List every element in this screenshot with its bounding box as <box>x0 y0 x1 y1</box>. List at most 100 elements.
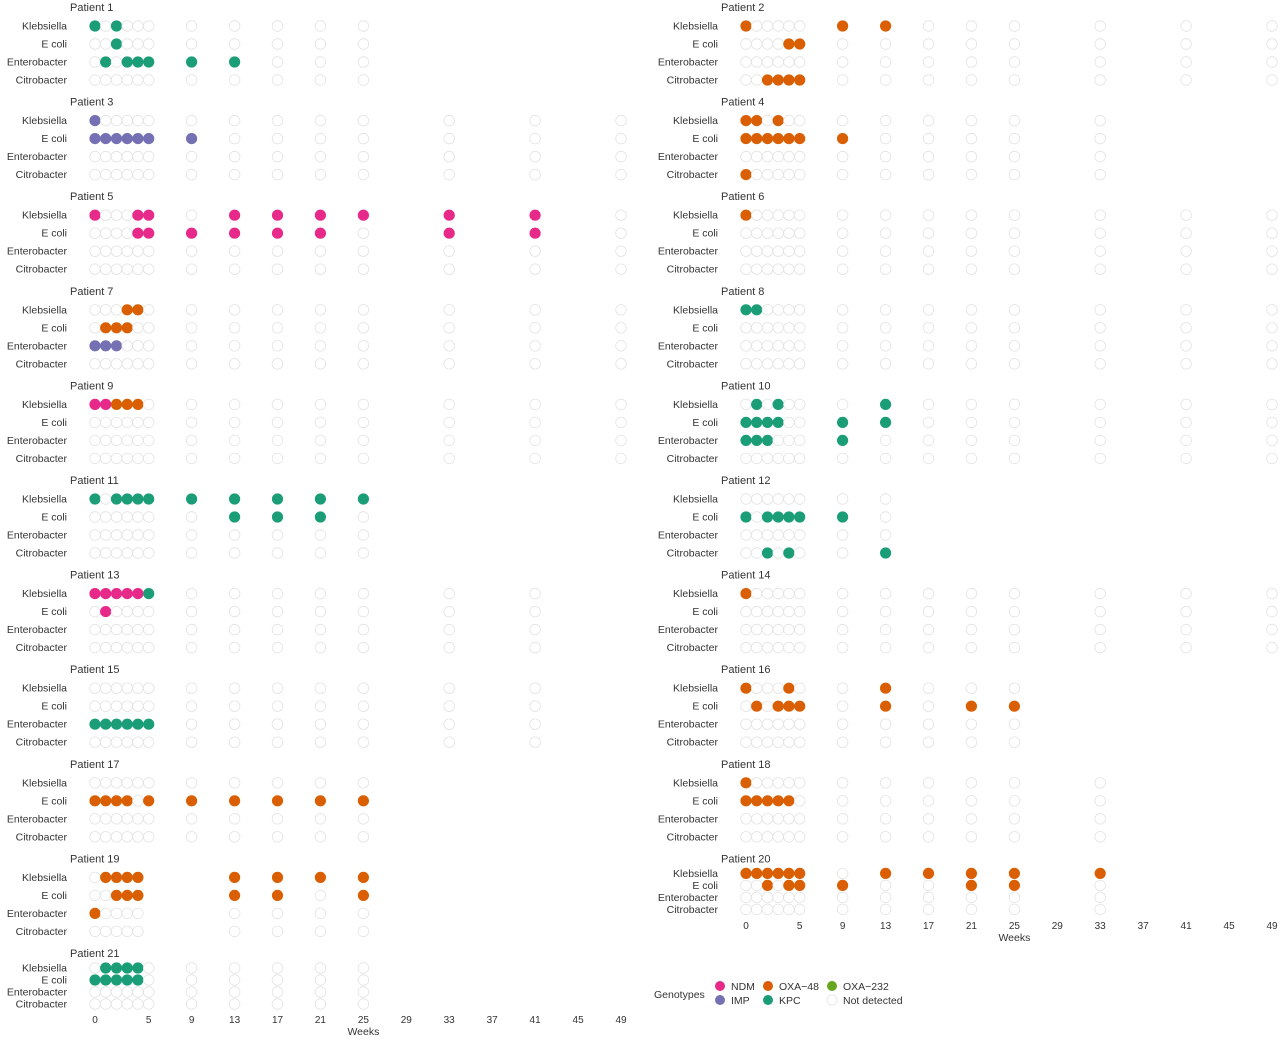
not-detected-dot <box>879 150 892 163</box>
detected-dot <box>965 700 978 712</box>
detected-dot <box>89 340 101 352</box>
not-detected-dot <box>615 398 627 411</box>
not-detected-dot <box>314 700 327 712</box>
not-detected-dot <box>772 623 784 636</box>
not-detected-dot <box>314 831 327 843</box>
not-detected-dot <box>879 587 892 600</box>
x-tick-label: 21 <box>315 1015 327 1026</box>
not-detected-dot <box>965 74 978 86</box>
not-detected-dot <box>794 227 806 239</box>
not-detected-dot <box>836 150 849 163</box>
not-detected-dot <box>357 813 370 825</box>
not-detected-dot <box>836 605 849 618</box>
organism-label: Citrobacter <box>16 831 68 843</box>
not-detected-dot <box>740 38 752 50</box>
not-detected-dot <box>89 986 101 998</box>
not-detected-dot <box>836 867 849 880</box>
not-detected-dot <box>922 322 935 334</box>
not-detected-dot <box>879 322 892 334</box>
not-detected-dot <box>751 263 763 275</box>
not-detected-dot <box>228 813 241 825</box>
legend-swatch <box>763 995 773 1005</box>
not-detected-dot <box>740 605 752 618</box>
detected-dot <box>110 889 123 902</box>
x-tick-label: 9 <box>840 921 846 932</box>
detected-dot <box>89 398 101 411</box>
not-detected-dot <box>922 700 935 712</box>
not-detected-dot <box>836 813 849 825</box>
not-detected-dot <box>1094 795 1106 807</box>
not-detected-dot <box>110 813 123 825</box>
organism-label: Citrobacter <box>667 75 719 87</box>
not-detected-dot <box>879 903 892 916</box>
detected-dot <box>740 133 752 145</box>
detected-dot <box>121 56 133 68</box>
not-detected-dot <box>443 452 455 465</box>
not-detected-dot <box>879 831 892 843</box>
detected-dot <box>110 38 123 50</box>
not-detected-dot <box>1094 358 1106 370</box>
not-detected-dot <box>836 358 849 370</box>
not-detected-dot <box>761 398 774 411</box>
not-detected-dot <box>529 718 541 730</box>
detected-dot <box>271 209 284 221</box>
not-detected-dot <box>271 641 284 654</box>
not-detected-dot <box>836 452 849 465</box>
not-detected-dot <box>110 416 123 429</box>
not-detected-dot <box>121 831 133 843</box>
not-detected-dot <box>1008 416 1021 429</box>
not-detected-dot <box>761 20 774 32</box>
detected-dot <box>794 867 806 880</box>
not-detected-dot <box>922 132 935 145</box>
organism-label: Klebsiella <box>22 304 67 316</box>
detected-dot <box>761 547 774 559</box>
not-detected-dot <box>751 511 763 523</box>
not-detected-dot <box>751 38 763 50</box>
not-detected-dot <box>121 74 133 86</box>
not-detected-dot <box>357 986 370 998</box>
not-detected-dot <box>314 322 327 334</box>
not-detected-dot <box>271 605 284 618</box>
not-detected-dot <box>836 777 849 789</box>
x-tick-label: 29 <box>1052 921 1064 932</box>
not-detected-dot <box>1180 587 1192 600</box>
detected-dot <box>761 879 774 892</box>
not-detected-dot <box>228 547 241 559</box>
organism-label: E coli <box>41 322 67 334</box>
not-detected-dot <box>922 903 935 916</box>
detected-dot <box>132 718 144 730</box>
x-tick-label: 17 <box>923 921 935 932</box>
organism-label: Enterobacter <box>7 340 68 352</box>
not-detected-dot <box>1008 813 1021 825</box>
not-detected-dot <box>615 168 627 181</box>
not-detected-dot <box>965 605 978 618</box>
organism-label: Enterobacter <box>7 435 68 447</box>
not-detected-dot <box>1008 132 1021 145</box>
not-detected-dot <box>529 623 541 636</box>
not-detected-dot <box>314 547 327 559</box>
not-detected-dot <box>99 831 112 843</box>
not-detected-dot <box>185 340 198 352</box>
not-detected-dot <box>314 925 327 938</box>
detected-dot <box>879 398 892 411</box>
organism-label: Citrobacter <box>16 548 68 560</box>
not-detected-dot <box>89 925 101 938</box>
not-detected-dot <box>357 398 370 411</box>
not-detected-dot <box>922 227 935 239</box>
x-tick-label: 25 <box>1009 921 1021 932</box>
not-detected-dot <box>357 925 370 938</box>
not-detected-dot <box>132 168 144 181</box>
not-detected-dot <box>740 263 752 275</box>
detected-dot <box>229 56 241 68</box>
not-detected-dot <box>132 795 144 807</box>
detected-dot <box>110 871 123 884</box>
not-detected-dot <box>110 150 123 163</box>
organism-label: Enterobacter <box>658 57 719 69</box>
not-detected-dot <box>794 547 806 559</box>
detected-dot <box>229 795 241 807</box>
not-detected-dot <box>121 682 133 694</box>
not-detected-dot <box>1266 245 1278 257</box>
not-detected-dot <box>783 150 795 163</box>
not-detected-dot <box>879 263 892 275</box>
detected-dot <box>100 56 112 68</box>
